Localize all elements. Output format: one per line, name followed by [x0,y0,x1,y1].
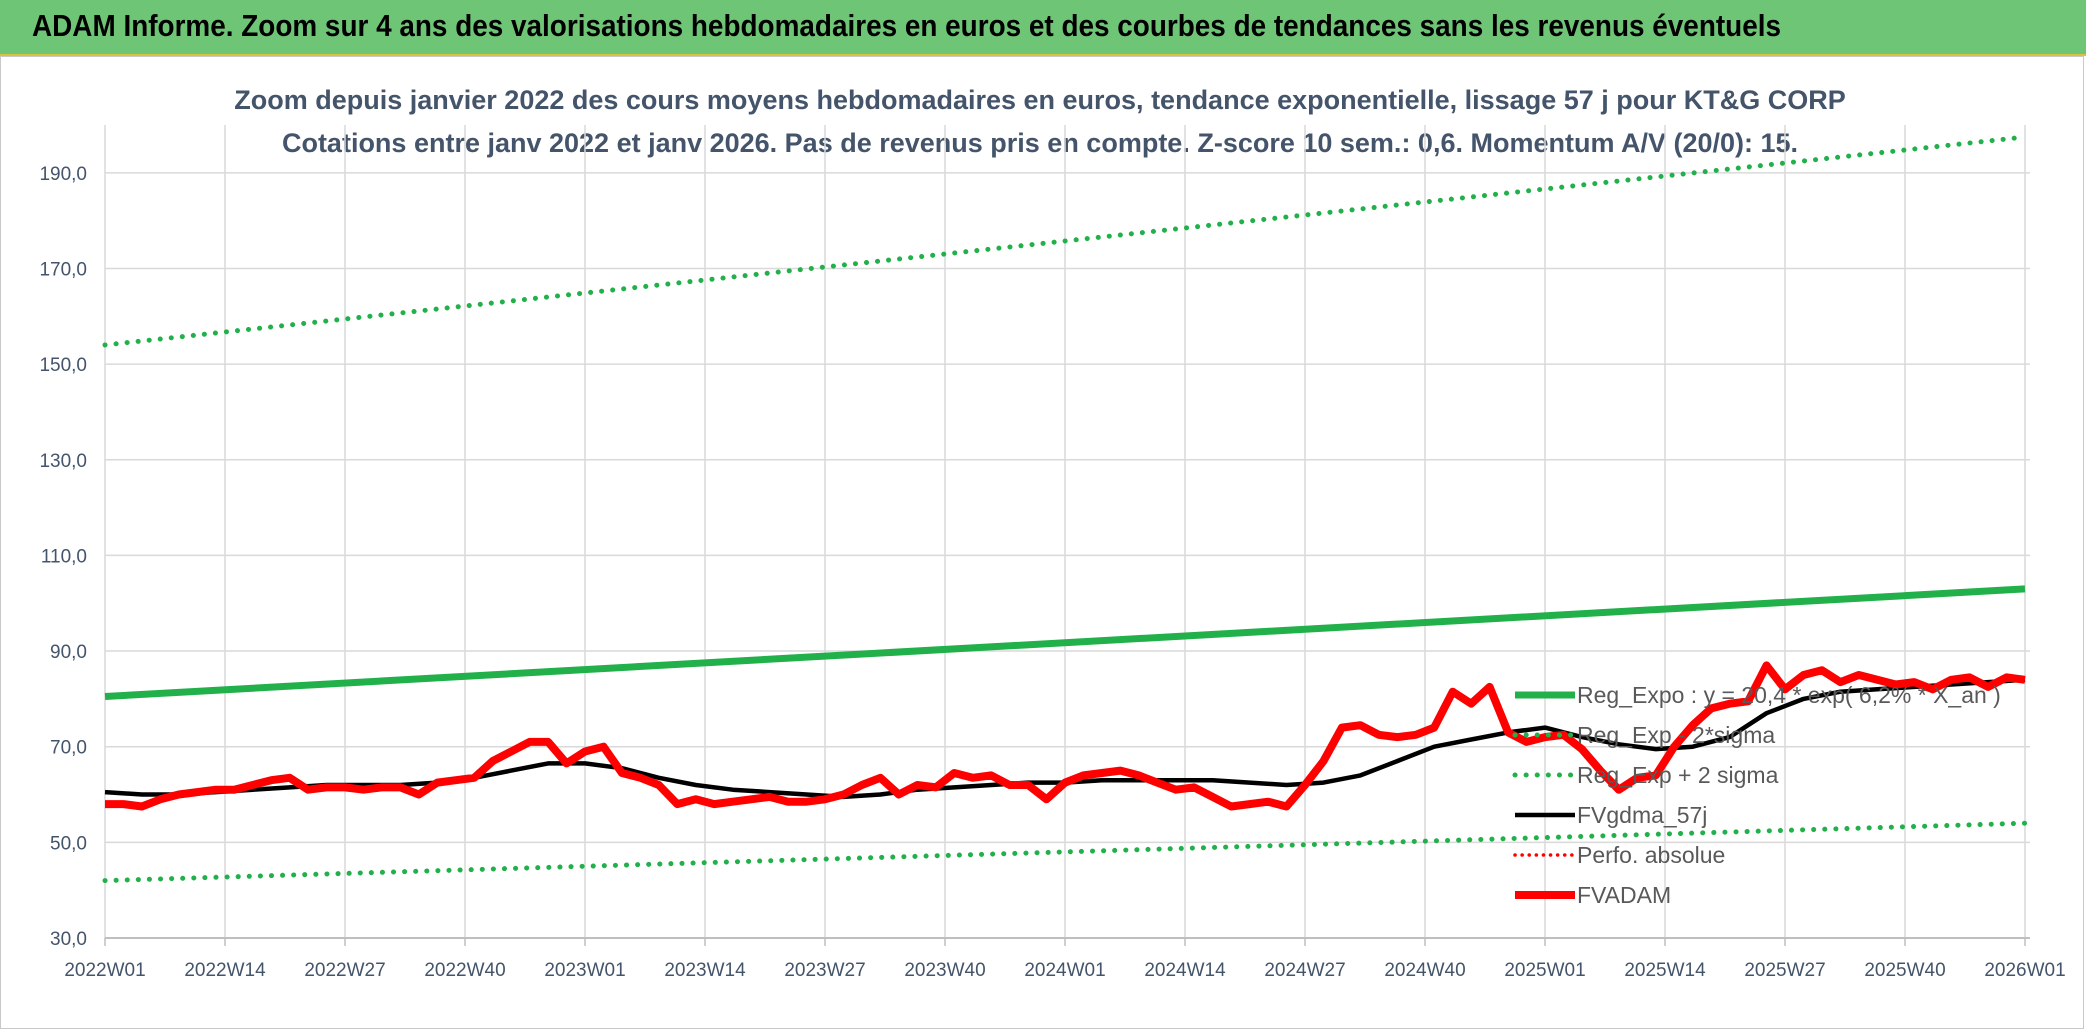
y-tick-label: 190,0 [39,164,87,185]
legend-label-1: Reg_Exp - 2*sigma [1577,722,1775,748]
legend-label-5: FVADAM [1577,882,1671,908]
x-tick-label: 2023W01 [544,960,625,981]
legend-label-3: FVgdma_57j [1577,802,1707,828]
x-tick-label: 2022W01 [64,960,145,981]
x-tick-label: 2022W27 [304,960,385,981]
x-tick-label: 2025W14 [1624,960,1706,981]
y-tick-label: 90,0 [50,642,87,663]
legend-label-2: Reg_Exp + 2 sigma [1577,762,1779,788]
chart-subtitle-line-2: Cotations entre janv 2022 et janv 2026. … [282,128,1798,158]
y-tick-label: 50,0 [50,833,87,854]
series-line-1 [102,820,2028,884]
y-tick-label: 170,0 [39,259,87,280]
report-title: ADAM Informe. Zoom sur 4 ans des valoris… [32,8,1781,43]
y-tick-label: 110,0 [41,546,87,567]
chart-frame [0,56,2084,1029]
x-tick-label: 2023W14 [664,960,746,981]
x-tick-label: 2025W40 [1864,960,1945,981]
x-tick-label: 2023W27 [784,960,865,981]
x-tick-label: 2023W40 [904,960,985,981]
x-tick-label: 2024W27 [1264,960,1345,981]
series-line-2 [102,134,2028,348]
y-tick-label: 70,0 [50,738,87,759]
x-tick-label: 2024W14 [1144,960,1226,981]
series-lines [102,134,2028,884]
grid-lines [104,125,2030,946]
legend-label-0: Reg_Expo : y = 20,4 * exp( 6,2% * X_an ) [1577,682,2001,708]
x-tick-label: 2025W27 [1744,960,1825,981]
x-tick-label: 2022W40 [424,960,505,981]
x-tick-label: 2024W01 [1024,960,1105,981]
legend-label-4: Perfo. absolue [1577,842,1725,868]
series-line-0 [104,585,2026,700]
axis-tick-labels: 30,0 50,0 70,0 90,0 110,0 130,0 150,0 170,0 190,… [39,164,2065,981]
legend: Reg_Expo : y = 20,4 * exp( 6,2% * X_an )… [1512,682,2001,908]
x-tick-label: 2025W01 [1504,960,1585,981]
chart-subtitle-line-1: Zoom depuis janvier 2022 des cours moyen… [234,85,1845,115]
y-tick-label: 150,0 [39,355,87,376]
y-tick-label: 30,0 [50,929,87,950]
x-tick-label: 2026W01 [1984,960,2065,981]
series-line-5 [105,661,2026,811]
x-tick-label: 2024W40 [1384,960,1465,981]
x-tick-label: 2022W14 [184,960,266,981]
report-banner: ADAM Informe. Zoom sur 4 ans des valoris… [0,0,2086,56]
y-tick-label: 130,0 [39,451,87,472]
